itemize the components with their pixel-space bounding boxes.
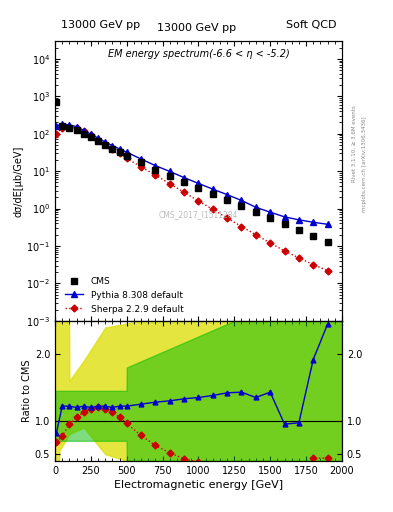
Pythia 8.308 default — [196, 180, 201, 186]
CMS — [60, 123, 64, 129]
Pythia 8.308 default — [81, 127, 86, 134]
CMS — [139, 159, 143, 165]
Pythia 8.308 default — [103, 139, 108, 145]
Sherpa 2.2.9 default — [153, 172, 158, 178]
CMS — [325, 239, 330, 245]
CMS — [74, 127, 79, 133]
Sherpa 2.2.9 default — [60, 124, 64, 131]
CMS — [311, 233, 316, 240]
CMS — [253, 209, 258, 215]
Y-axis label: dσ/dE[μb/GeV]: dσ/dE[μb/GeV] — [13, 145, 24, 217]
CMS — [103, 142, 108, 148]
CMS — [110, 145, 115, 152]
Pythia 8.308 default — [67, 122, 72, 128]
Sherpa 2.2.9 default — [239, 224, 244, 230]
CMS — [67, 125, 72, 131]
Sherpa 2.2.9 default — [225, 215, 230, 221]
Pythia 8.308 default — [139, 156, 143, 162]
CMS — [125, 153, 129, 159]
Pythia 8.308 default — [297, 217, 301, 223]
Sherpa 2.2.9 default — [54, 131, 59, 137]
CMS — [239, 203, 244, 209]
Sherpa 2.2.9 default — [117, 150, 122, 156]
Pythia 8.308 default — [239, 197, 244, 203]
Pythia 8.308 default — [325, 221, 330, 227]
CMS — [117, 149, 122, 155]
Sherpa 2.2.9 default — [282, 248, 287, 254]
Sherpa 2.2.9 default — [297, 255, 301, 261]
Pythia 8.308 default — [88, 131, 93, 137]
Text: 13000 GeV pp: 13000 GeV pp — [157, 23, 236, 33]
Pythia 8.308 default — [74, 123, 79, 130]
Pythia 8.308 default — [182, 175, 187, 181]
Sherpa 2.2.9 default — [325, 268, 330, 274]
Pythia 8.308 default — [110, 142, 115, 148]
Sherpa 2.2.9 default — [81, 129, 86, 135]
Pythia 8.308 default — [253, 204, 258, 210]
Sherpa 2.2.9 default — [167, 181, 172, 187]
Line: Sherpa 2.2.9 default: Sherpa 2.2.9 default — [54, 124, 330, 273]
Legend: CMS, Pythia 8.308 default, Sherpa 2.2.9 default: CMS, Pythia 8.308 default, Sherpa 2.2.9 … — [65, 277, 183, 313]
Sherpa 2.2.9 default — [139, 164, 143, 170]
Text: CMS_2017_I1511284: CMS_2017_I1511284 — [159, 210, 238, 219]
Pythia 8.308 default — [311, 219, 316, 225]
Y-axis label: Ratio to CMS: Ratio to CMS — [22, 359, 32, 422]
CMS — [167, 173, 172, 179]
Pythia 8.308 default — [211, 186, 215, 192]
CMS — [182, 179, 187, 185]
Sherpa 2.2.9 default — [74, 125, 79, 131]
Text: Rivet 3.1.10, ≥ 3.6M events: Rivet 3.1.10, ≥ 3.6M events — [352, 105, 357, 182]
CMS — [96, 138, 101, 144]
Pythia 8.308 default — [60, 121, 64, 127]
CMS — [88, 134, 93, 140]
Text: 13000 GeV pp: 13000 GeV pp — [61, 20, 140, 30]
CMS — [196, 185, 201, 191]
Pythia 8.308 default — [282, 214, 287, 220]
CMS — [81, 131, 86, 137]
Sherpa 2.2.9 default — [125, 155, 129, 161]
Sherpa 2.2.9 default — [311, 262, 316, 268]
X-axis label: Electromagnetic energy [GeV]: Electromagnetic energy [GeV] — [114, 480, 283, 490]
Pythia 8.308 default — [117, 146, 122, 152]
Sherpa 2.2.9 default — [182, 189, 187, 196]
Sherpa 2.2.9 default — [103, 141, 108, 147]
Text: EM energy spectrum(-6.6 < η < -5.2): EM energy spectrum(-6.6 < η < -5.2) — [108, 49, 289, 59]
Sherpa 2.2.9 default — [268, 240, 273, 246]
CMS — [297, 227, 301, 233]
Sherpa 2.2.9 default — [253, 231, 258, 238]
Pythia 8.308 default — [153, 163, 158, 169]
Line: CMS: CMS — [53, 99, 331, 245]
CMS — [153, 166, 158, 173]
Sherpa 2.2.9 default — [110, 145, 115, 152]
Sherpa 2.2.9 default — [67, 123, 72, 130]
CMS — [268, 215, 273, 221]
Text: Soft QCD: Soft QCD — [286, 20, 336, 30]
Sherpa 2.2.9 default — [88, 132, 93, 138]
Sherpa 2.2.9 default — [211, 206, 215, 212]
Pythia 8.308 default — [167, 168, 172, 175]
CMS — [225, 197, 230, 203]
Pythia 8.308 default — [268, 209, 273, 215]
Pythia 8.308 default — [54, 123, 59, 129]
CMS — [54, 99, 59, 105]
Line: Pythia 8.308 default: Pythia 8.308 default — [54, 121, 331, 227]
Sherpa 2.2.9 default — [196, 198, 201, 204]
Pythia 8.308 default — [225, 191, 230, 198]
Pythia 8.308 default — [96, 135, 101, 141]
CMS — [211, 191, 215, 198]
CMS — [282, 221, 287, 227]
Pythia 8.308 default — [125, 149, 129, 155]
Text: mcplots.cern.ch [arXiv:1306.3436]: mcplots.cern.ch [arXiv:1306.3436] — [362, 116, 367, 211]
Sherpa 2.2.9 default — [96, 137, 101, 143]
